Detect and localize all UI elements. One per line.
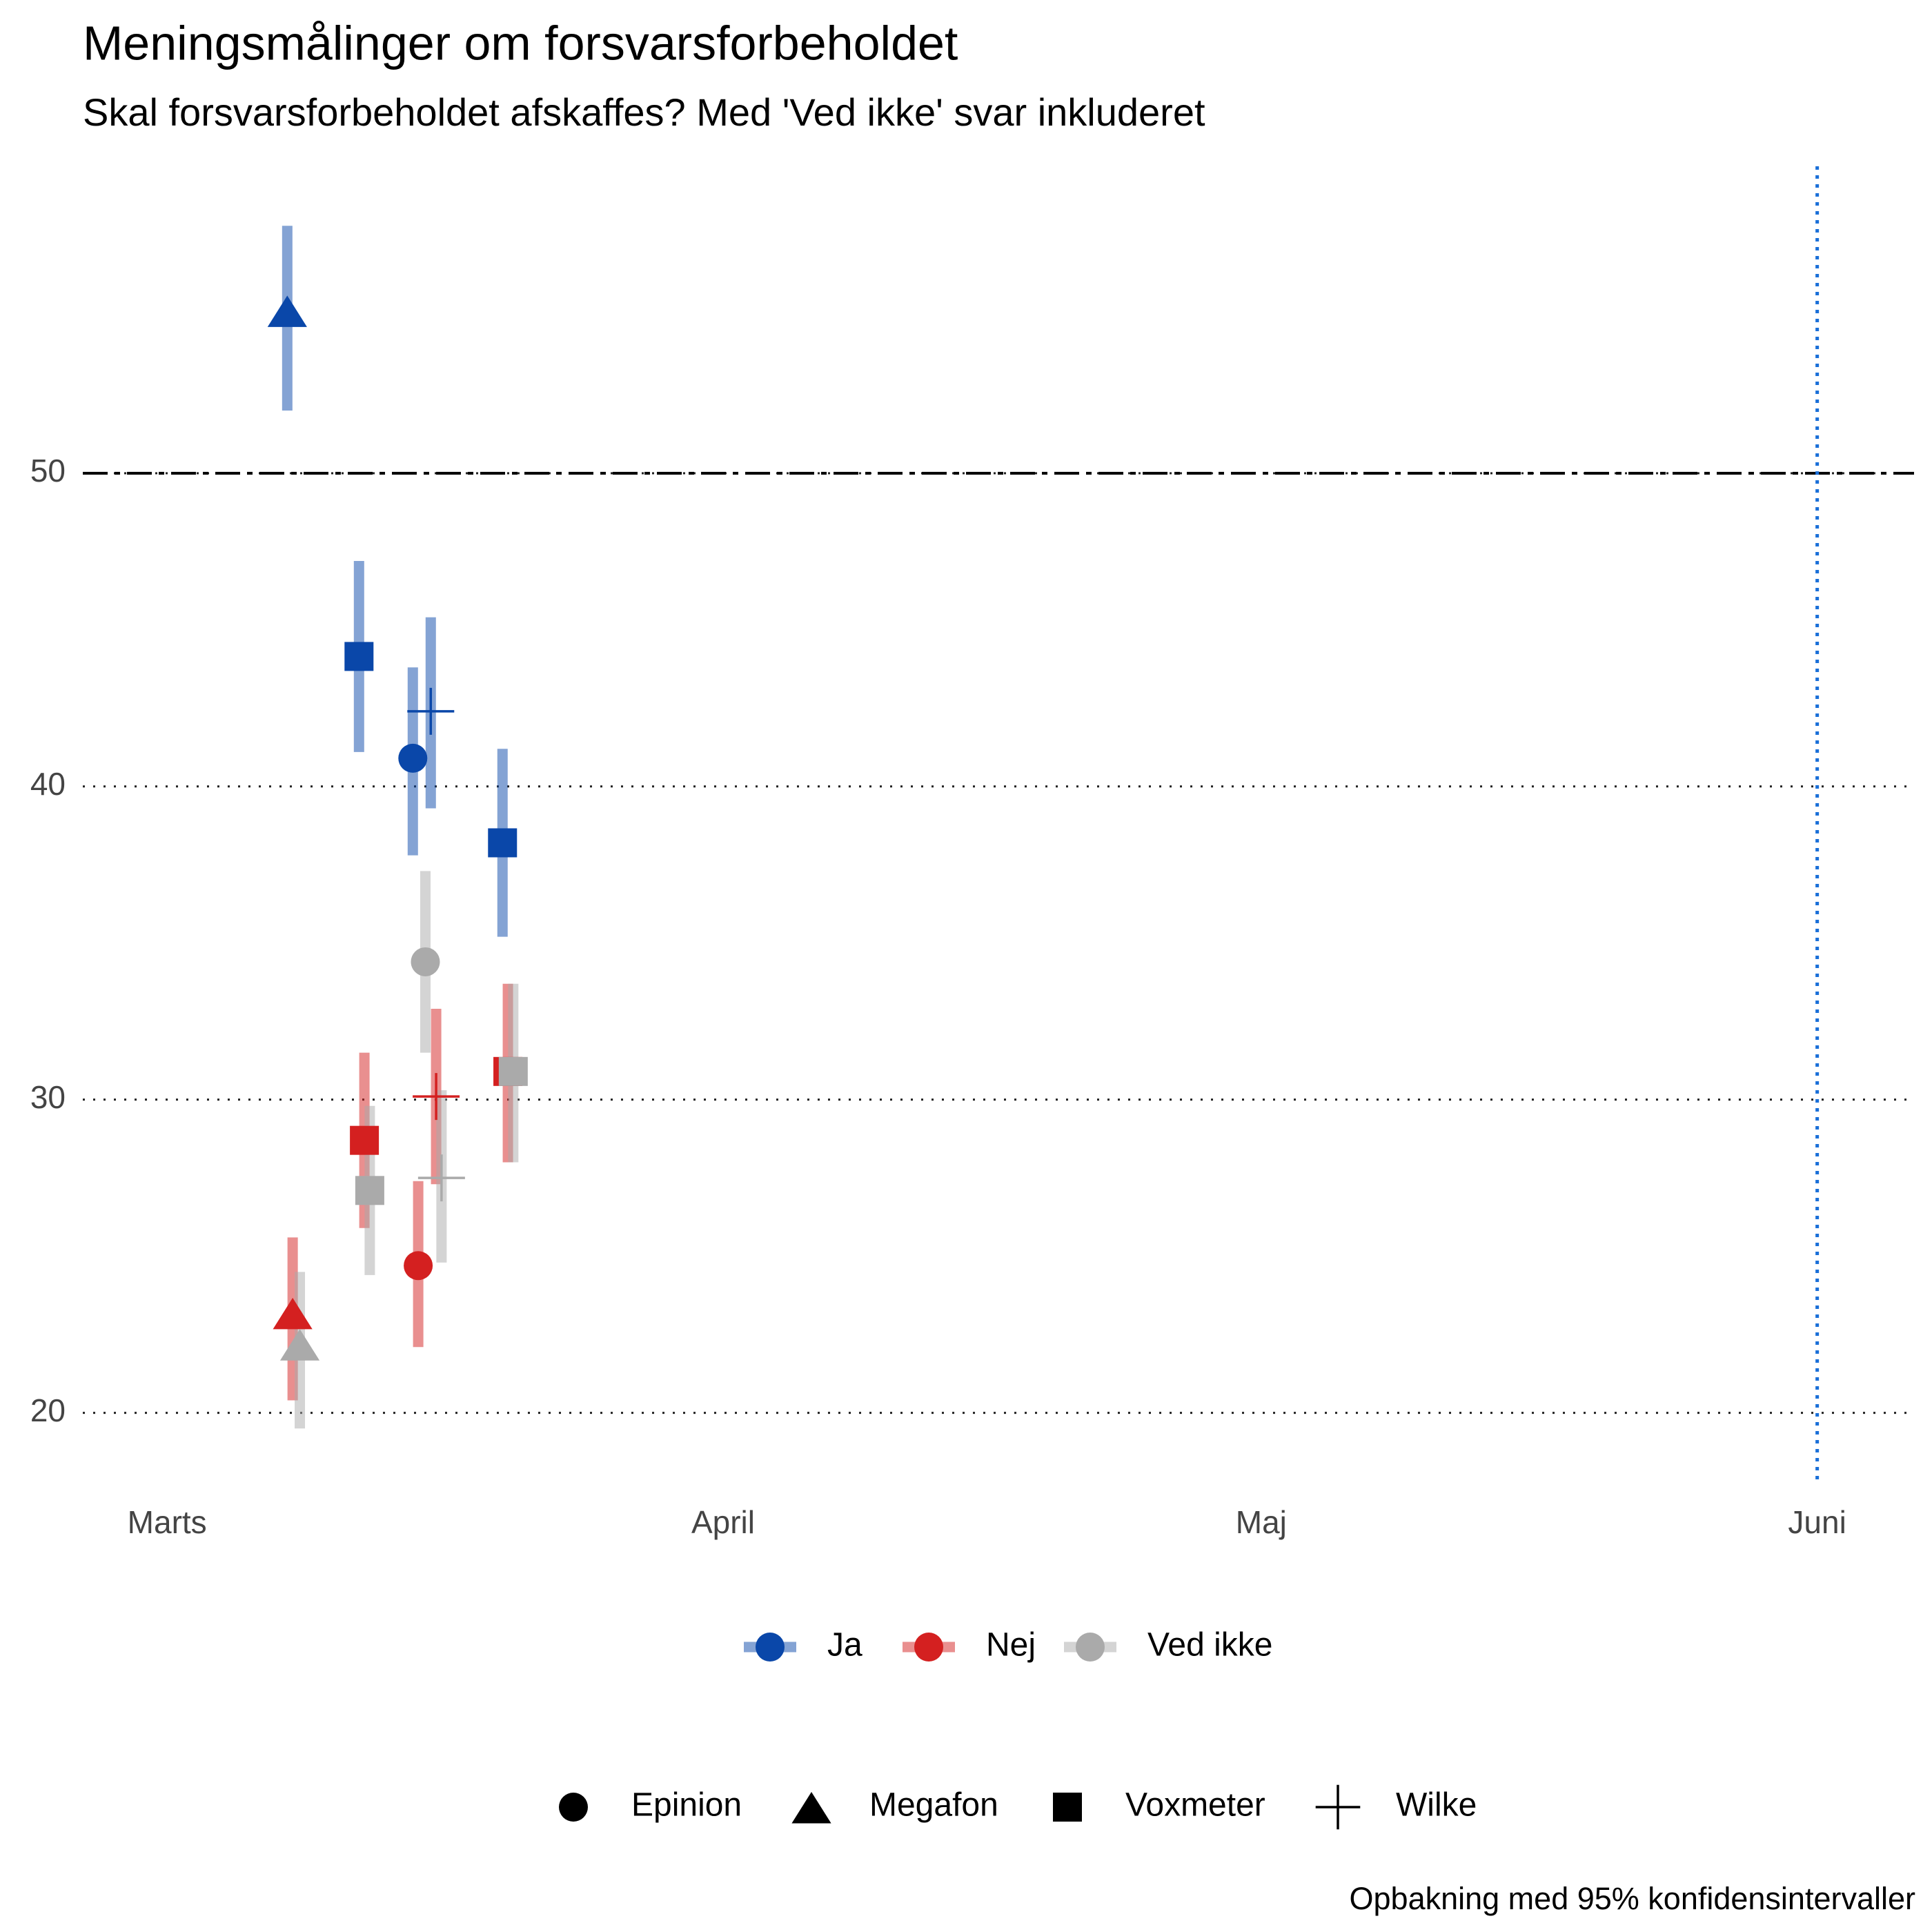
y-tick-label: 50 xyxy=(30,453,66,489)
legend-label: Ja xyxy=(827,1627,862,1664)
legend-key xyxy=(1076,1633,1105,1662)
point xyxy=(344,642,374,671)
legend-key xyxy=(791,1792,831,1824)
y-tick-label: 40 xyxy=(30,766,66,802)
point xyxy=(267,295,307,327)
point xyxy=(413,1073,460,1121)
point xyxy=(355,1176,384,1205)
legend-key xyxy=(1315,1784,1361,1830)
x-tick-label: Juni xyxy=(1788,1504,1846,1540)
point xyxy=(273,1297,313,1330)
legend-key xyxy=(914,1633,943,1662)
point xyxy=(398,743,428,773)
point xyxy=(411,947,440,976)
legend-label: Epinion xyxy=(631,1787,742,1824)
chart-title: Meningsmålinger om forsvarsforbeholdet xyxy=(83,16,958,70)
legend-key xyxy=(756,1633,785,1662)
legend-key xyxy=(559,1793,588,1822)
y-tick-label: 20 xyxy=(30,1392,66,1428)
x-tick-label: Marts xyxy=(128,1504,207,1540)
point xyxy=(407,687,455,735)
legend-label: Voxmeter xyxy=(1125,1787,1265,1824)
point xyxy=(279,1329,320,1361)
point xyxy=(404,1251,433,1281)
point xyxy=(350,1125,379,1155)
point xyxy=(498,1056,528,1086)
point xyxy=(488,828,518,858)
legend-label: Nej xyxy=(986,1627,1036,1664)
legend-label: Megafon xyxy=(869,1787,998,1824)
x-tick-label: April xyxy=(691,1504,755,1540)
caption: Opbakning med 95% konfidensintervaller xyxy=(1350,1881,1915,1916)
y-tick-label: 30 xyxy=(30,1079,66,1115)
legend-key xyxy=(1053,1793,1082,1822)
x-tick-label: Maj xyxy=(1236,1504,1287,1540)
legend-label: Wilke xyxy=(1396,1787,1477,1824)
legend-label: Ved ikke xyxy=(1147,1627,1272,1664)
point xyxy=(417,1154,465,1202)
chart-subtitle: Skal forsvarsforbeholdet afskaffes? Med … xyxy=(83,90,1205,134)
